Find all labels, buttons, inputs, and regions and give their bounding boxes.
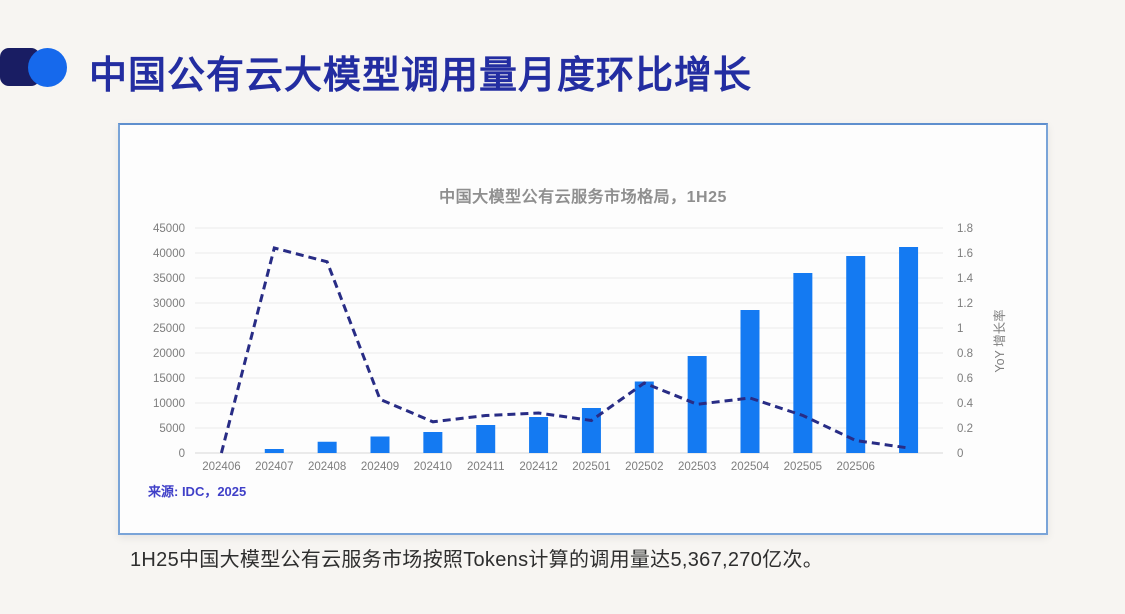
bar-202410 xyxy=(423,432,443,453)
bar-202504 xyxy=(740,310,760,453)
title-marker-dot-icon xyxy=(28,48,67,87)
slide-caption: 1H25中国大模型公有云服务市场按照Tokens计算的调用量达5,367,270… xyxy=(130,549,824,571)
bar-202412 xyxy=(529,417,549,453)
bar-202505 xyxy=(793,273,813,453)
left-axis-tick-label: 40000 xyxy=(153,248,185,260)
bar-extra xyxy=(899,247,919,453)
left-axis-tick-label: 20000 xyxy=(153,348,185,360)
x-axis-tick-label: 202412 xyxy=(519,461,557,473)
right-axis-tick-label: 0.2 xyxy=(957,423,973,435)
x-axis-tick-label: 202407 xyxy=(255,461,293,473)
x-axis-tick-label: 202503 xyxy=(678,461,716,473)
right-axis-tick-label: 0.4 xyxy=(957,398,974,410)
left-axis-tick-label: 10000 xyxy=(153,398,185,410)
left-axis-tick-label: 35000 xyxy=(153,273,185,285)
market-chart-svg: 0 5000 10000 15000 20000 25000 30000 35000 40000… xyxy=(153,223,1007,473)
x-axis-tick-label: 202505 xyxy=(784,461,822,473)
right-axis-tick-label: 0.8 xyxy=(957,348,973,360)
right-axis-tick-label: 1.6 xyxy=(957,248,973,260)
bar-202411 xyxy=(476,425,496,453)
chart-card: 0 5000 10000 15000 20000 25000 30000 35000 40000… xyxy=(118,123,1048,535)
chart-title: 中国大模型公有云服务市场格局，1H25 xyxy=(439,189,727,206)
left-axis-tick-label: 15000 xyxy=(153,373,185,385)
right-axis-tick-label: 1 xyxy=(957,323,963,335)
left-axis-tick-label: 30000 xyxy=(153,298,185,310)
right-axis-tick-label: 1.2 xyxy=(957,298,973,310)
bar-202502 xyxy=(634,381,654,453)
chart-source: 来源: IDC，2025 xyxy=(148,484,247,499)
x-axis-tick-label: 202410 xyxy=(414,461,452,473)
bar-202506 xyxy=(846,256,866,453)
left-axis-tick-label: 5000 xyxy=(159,423,185,435)
left-axis-tick-label: 45000 xyxy=(153,223,185,235)
x-axis-tick-label: 202502 xyxy=(625,461,663,473)
x-axis-tick-label: 202501 xyxy=(572,461,610,473)
yoy-growth-line xyxy=(219,246,909,454)
right-axis-tick-label: 0.6 xyxy=(957,373,973,385)
bar-202409 xyxy=(370,436,390,453)
right-axis-tick-label: 0 xyxy=(957,448,963,460)
bar-202407 xyxy=(264,449,284,453)
right-axis-tick-label: 1.8 xyxy=(957,223,973,235)
left-axis-tick-label: 0 xyxy=(179,448,185,460)
right-axis-tick-label: 1.4 xyxy=(957,273,974,285)
x-axis-tick-label: 202406 xyxy=(202,461,240,473)
page-title: 中国公有云大模型调用量月度环比增长 xyxy=(89,55,753,97)
x-axis-tick-label: 202504 xyxy=(731,461,770,473)
x-axis-tick-label: 202411 xyxy=(467,461,505,473)
x-axis-tick-label: 202506 xyxy=(837,461,875,473)
bar-202503 xyxy=(687,356,707,453)
bar-202408 xyxy=(317,441,337,453)
right-axis-title: YoY 增长率 xyxy=(992,309,1007,372)
x-axis-tick-label: 202409 xyxy=(361,461,399,473)
x-axis-tick-label: 202408 xyxy=(308,461,346,473)
left-axis-tick-label: 25000 xyxy=(153,323,185,335)
